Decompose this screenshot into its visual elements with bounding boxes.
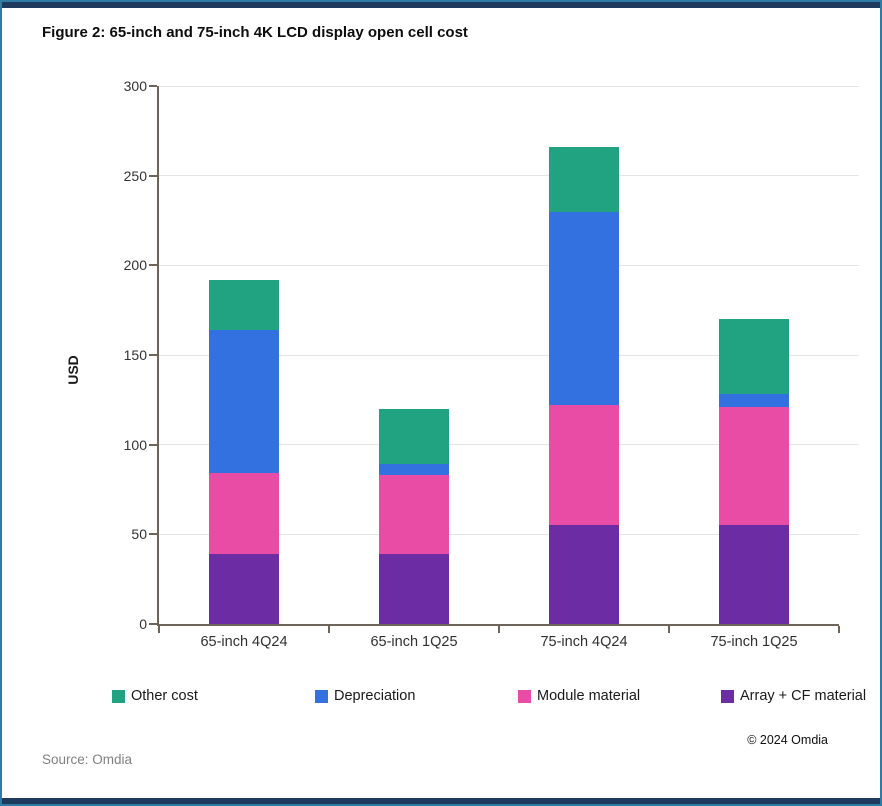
legend-item-other-cost: Other cost xyxy=(112,688,315,704)
bar-segment-depreciation xyxy=(209,329,279,474)
bar-segment-other-cost xyxy=(719,319,789,395)
bar-segment-depreciation xyxy=(549,211,619,406)
bottom-accent-bar xyxy=(2,798,880,804)
legend-swatch-icon xyxy=(721,689,734,703)
gridline-300 xyxy=(159,85,859,87)
gridline-250 xyxy=(159,175,859,177)
bar-segment-module-material xyxy=(719,407,789,526)
y-tick-label: 100 xyxy=(123,436,147,453)
copyright-text: © 2024 Omdia xyxy=(747,733,828,747)
bar-segment-other-cost xyxy=(209,279,279,330)
y-tick-mark xyxy=(149,85,157,87)
bar-segment-other-cost xyxy=(549,147,619,212)
x-category-label: 75-inch 1Q25 xyxy=(710,634,798,650)
legend-item-array-cf-material: Array + CF material xyxy=(721,688,866,704)
y-tick-label: 200 xyxy=(123,257,147,274)
x-tick-mark xyxy=(158,626,160,633)
y-tick-mark xyxy=(149,354,157,356)
x-tick-mark xyxy=(328,626,330,633)
y-tick-label: 0 xyxy=(139,616,147,632)
gridline-150 xyxy=(159,354,859,356)
legend-label: Module material xyxy=(537,688,641,704)
y-tick-label: 50 xyxy=(131,526,147,543)
y-tick-mark xyxy=(149,443,157,446)
bar-segment-depreciation xyxy=(719,394,789,408)
x-tick-mark xyxy=(498,626,500,633)
gridline-50 xyxy=(159,533,859,535)
legend-swatch-icon xyxy=(518,689,531,703)
bar-segment-array-cf-material xyxy=(719,525,789,624)
top-accent-bar xyxy=(2,2,880,8)
source-text: Source: Omdia xyxy=(42,752,133,767)
plot-area: 0 50 100 150 200 250 300 65-inch 4Q24 65-inch 1Q… xyxy=(124,78,859,650)
legend-label: Other cost xyxy=(131,688,198,704)
x-category-label: 65-inch 4Q24 xyxy=(200,634,288,650)
bar-segment-module-material xyxy=(379,475,449,555)
legend-swatch-icon xyxy=(112,689,125,703)
legend-item-module-material: Module material xyxy=(518,688,721,704)
gridline-100 xyxy=(159,444,859,446)
bar-segment-array-cf-material xyxy=(549,525,619,624)
y-tick-mark xyxy=(149,264,157,267)
x-category-label: 75-inch 4Q24 xyxy=(540,634,628,650)
x-category-label: 65-inch 1Q25 xyxy=(370,634,458,650)
gridline-200 xyxy=(159,264,859,266)
bar-segment-depreciation xyxy=(379,464,449,476)
legend-label: Depreciation xyxy=(334,688,416,704)
x-tick-mark xyxy=(668,626,670,633)
y-tick-mark xyxy=(149,533,157,536)
y-tick-label: 250 xyxy=(123,167,147,184)
y-tick-label: 300 xyxy=(123,78,147,94)
bar-segment-module-material xyxy=(549,405,619,526)
bar-segment-other-cost xyxy=(379,408,449,465)
y-axis-title: USD xyxy=(65,355,81,385)
figure-title: Figure 2: 65-inch and 75-inch 4K LCD dis… xyxy=(42,24,468,41)
y-tick-mark xyxy=(149,174,157,177)
bar-segment-module-material xyxy=(209,473,279,555)
legend-label: Array + CF material xyxy=(740,688,867,704)
x-tick-mark xyxy=(838,626,840,633)
legend-item-depreciation: Depreciation xyxy=(315,688,518,704)
y-tick-mark xyxy=(149,623,157,625)
chart-legend: Other cost Depreciation Module material Arr… xyxy=(112,688,866,704)
bar-segment-array-cf-material xyxy=(209,554,279,624)
y-tick-label: 150 xyxy=(123,347,147,363)
bar-segment-array-cf-material xyxy=(379,554,449,624)
legend-swatch-icon xyxy=(315,689,328,703)
